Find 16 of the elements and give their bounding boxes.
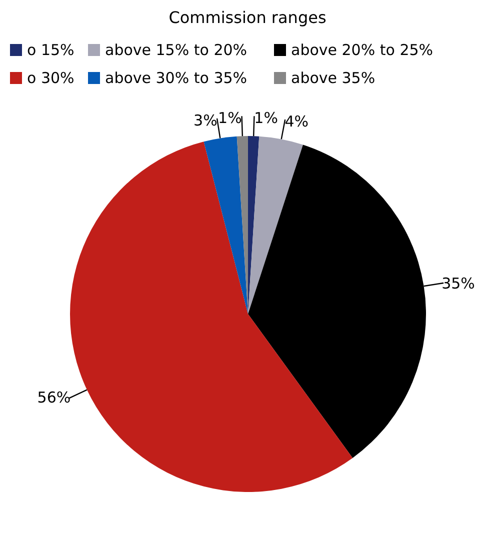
data-label: 4% [284, 112, 309, 130]
legend-label: above 35% [291, 69, 376, 87]
data-label: 35% [442, 274, 475, 292]
legend-label: above 30% to 35% [105, 69, 248, 87]
legend-title: Commission ranges [168, 8, 328, 27]
data-label: 3% [194, 111, 218, 130]
legend-label: o 15% [27, 41, 74, 59]
legend-label: o 30% [27, 69, 74, 87]
legend-label: above 20% to 25% [291, 41, 434, 59]
legend-label: above 15% to 20% [105, 41, 248, 59]
data-label: 1% [254, 109, 278, 128]
data-label: 1% [218, 109, 242, 128]
data-label: 56% [37, 388, 71, 406]
pie-slice [248, 136, 304, 314]
pie-slice [204, 136, 248, 314]
pie-slice [70, 142, 353, 492]
